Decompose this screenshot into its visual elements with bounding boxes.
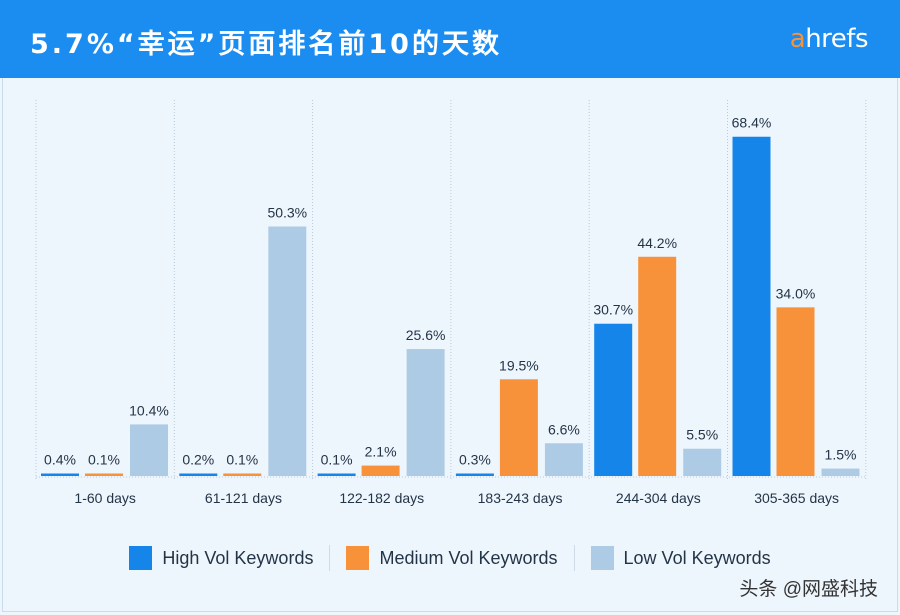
legend-item-low: Low Vol Keywords bbox=[575, 546, 787, 570]
bar-high bbox=[317, 473, 356, 476]
bar-medium bbox=[776, 307, 815, 476]
header-banner: 5.7%“幸运”页面排名前10的天数 ahrefs bbox=[0, 0, 900, 78]
bar-high bbox=[594, 323, 633, 476]
legend-item-medium: Medium Vol Keywords bbox=[330, 546, 573, 570]
x-tick-label: 61-121 days bbox=[205, 490, 282, 506]
bar-high bbox=[41, 473, 79, 476]
bar-high bbox=[732, 136, 771, 476]
bar-medium bbox=[85, 473, 123, 476]
data-label: 0.1% bbox=[226, 452, 258, 468]
data-label: 6.6% bbox=[548, 421, 580, 437]
data-label: 0.2% bbox=[182, 452, 214, 468]
bar-medium bbox=[361, 465, 400, 476]
page-title: 5.7%“幸运”页面排名前10的天数 bbox=[30, 29, 502, 60]
bar-medium bbox=[499, 379, 538, 476]
data-label: 0.1% bbox=[321, 452, 353, 468]
bar-high bbox=[455, 473, 494, 476]
bar-low bbox=[406, 349, 445, 476]
watermark: 头条 @网盛科技 bbox=[739, 579, 878, 600]
data-label: 10.4% bbox=[129, 402, 169, 418]
bar-low bbox=[821, 468, 860, 476]
data-label: 1.5% bbox=[825, 447, 857, 463]
bar-low bbox=[683, 448, 722, 476]
data-label: 30.7% bbox=[593, 302, 633, 318]
legend-divider bbox=[329, 545, 331, 571]
x-tick-label: 305-365 days bbox=[754, 490, 839, 506]
legend-item-high: High Vol Keywords bbox=[113, 546, 329, 570]
x-tick-label: 1-60 days bbox=[74, 490, 135, 506]
data-label: 2.1% bbox=[365, 444, 397, 460]
data-label: 68.4% bbox=[732, 115, 772, 131]
x-tick-label: 122-182 days bbox=[339, 490, 424, 506]
chart-frame bbox=[2, 78, 898, 612]
x-tick-label: 244-304 days bbox=[616, 490, 701, 506]
ahrefs-logo: ahrefs bbox=[789, 24, 869, 54]
bar-low bbox=[130, 424, 168, 476]
legend-divider bbox=[573, 545, 575, 571]
data-label: 0.1% bbox=[88, 452, 120, 468]
bar-medium bbox=[223, 473, 262, 476]
bar-low bbox=[268, 226, 307, 476]
data-label: 50.3% bbox=[267, 205, 307, 221]
data-label: 44.2% bbox=[637, 235, 677, 251]
legend: High Vol Keywords Medium Vol Keywords Lo… bbox=[0, 545, 900, 571]
legend-swatch-high bbox=[129, 546, 153, 570]
bar-high bbox=[179, 473, 218, 476]
legend-swatch-low bbox=[590, 546, 614, 570]
data-label: 34.0% bbox=[776, 285, 816, 301]
bar-medium bbox=[638, 256, 677, 476]
data-label: 25.6% bbox=[406, 327, 446, 343]
data-label: 0.4% bbox=[44, 452, 76, 468]
data-label: 19.5% bbox=[499, 357, 539, 373]
legend-swatch-medium bbox=[346, 546, 370, 570]
data-label: 0.3% bbox=[459, 452, 491, 468]
bar-low bbox=[544, 443, 583, 476]
x-tick-label: 183-243 days bbox=[478, 490, 563, 506]
data-label: 5.5% bbox=[686, 427, 718, 443]
